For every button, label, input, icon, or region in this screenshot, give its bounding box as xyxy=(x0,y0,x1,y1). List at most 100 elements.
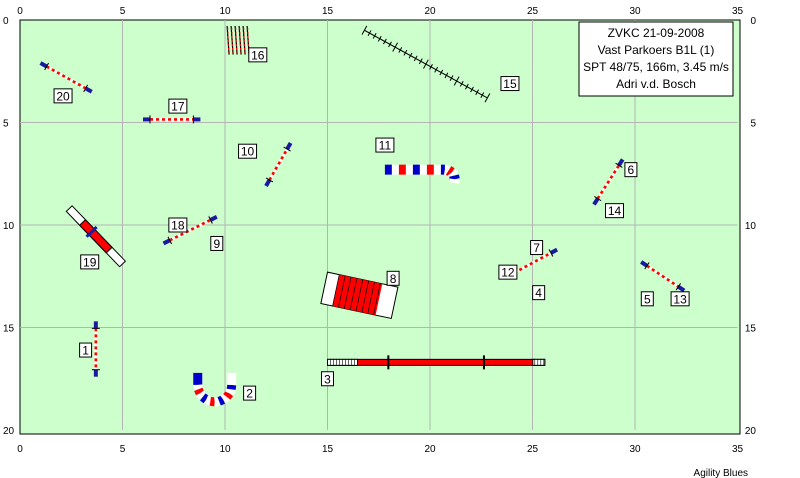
obstacle-number: 13 xyxy=(673,292,687,306)
chute-seam xyxy=(373,283,381,315)
hurdle-wing xyxy=(162,238,171,246)
tunnel-segment xyxy=(199,393,209,404)
x-tick-label-top: 0 xyxy=(17,6,23,17)
obstacle-label-box xyxy=(80,254,100,270)
hurdle-wing xyxy=(549,247,559,255)
long-jump-tick xyxy=(388,41,392,48)
tunnel-segment xyxy=(226,384,237,390)
seesaw-center xyxy=(78,218,113,254)
hurdle-obstacle xyxy=(143,115,201,124)
obstacle-number: 17 xyxy=(171,100,185,114)
hurdle-upright xyxy=(644,262,650,270)
tunnel-c-obstacle xyxy=(384,164,460,184)
obstacle-number: 16 xyxy=(251,48,265,62)
hurdle-upright xyxy=(44,62,49,71)
course-info-line-4: Adri v.d. Bosch xyxy=(616,77,696,91)
hurdle-obstacle xyxy=(264,142,293,188)
obstacle-label-box xyxy=(375,137,395,153)
long-jump-tick xyxy=(484,93,491,103)
tunnel-segment xyxy=(193,384,203,390)
course-info-box: ZVKC 21-09-2008 Vast Parkoers B1L (1) SP… xyxy=(578,21,734,97)
obstacle-label-box xyxy=(243,385,257,401)
long-jump-tick xyxy=(361,25,368,35)
course-info-line-3: SPT 48/75, 166m, 3.45 m/s xyxy=(583,60,729,74)
tunnel-u-obstacle xyxy=(193,372,237,407)
obstacle-label-box xyxy=(210,235,224,251)
tunnel-segment xyxy=(194,387,205,396)
obstacle-label: 13 xyxy=(670,291,690,307)
obstacle-label-box xyxy=(624,162,638,178)
x-tick-label-bottom: 5 xyxy=(120,444,126,455)
obstacle-label-box xyxy=(168,98,188,114)
y-tick-label-left: 5 xyxy=(3,119,9,130)
slalom-obstacle xyxy=(226,25,250,55)
hurdle-obstacle xyxy=(91,321,100,377)
x-tick-label-top: 20 xyxy=(424,6,436,17)
hurdle-obstacle xyxy=(162,215,218,246)
obstacle-label-box xyxy=(605,203,624,219)
long-jump-tick xyxy=(480,92,485,98)
x-tick-label-top: 15 xyxy=(322,6,334,17)
tunnel-segment xyxy=(209,396,216,407)
hurdle-upright xyxy=(283,146,291,152)
tunnel-segment xyxy=(443,164,450,176)
obstacle-label-box xyxy=(530,240,544,256)
seesaw-body xyxy=(65,205,127,268)
chute-seam xyxy=(338,275,346,308)
obstacle-label: 3 xyxy=(321,371,334,387)
hurdle-wing xyxy=(209,215,218,222)
obstacle-label: 20 xyxy=(53,88,73,104)
long-jump-tick xyxy=(418,58,423,65)
long-jump-tick xyxy=(403,49,408,56)
long-jump-tick xyxy=(398,47,403,53)
obstacle-number: 11 xyxy=(379,139,392,153)
grid-lines xyxy=(20,20,738,430)
course-info-line-2: Vast Parkoers B1L (1) xyxy=(598,43,715,57)
chute-obstacle xyxy=(320,271,399,320)
x-tick-label-bottom: 15 xyxy=(322,444,334,455)
obstacle-label: 5 xyxy=(640,291,654,307)
obstacle-number: 20 xyxy=(56,89,70,103)
hurdle-obstacle xyxy=(640,260,686,293)
long-jump-tick xyxy=(372,33,377,39)
obstacle-label: 17 xyxy=(168,98,188,114)
long-jump-tick xyxy=(383,38,387,45)
x-tick-label-bottom: 20 xyxy=(424,444,436,455)
x-tick-label-bottom: 35 xyxy=(732,444,744,455)
long-jump-tick xyxy=(470,86,474,93)
obstacle-label-box xyxy=(321,371,334,387)
tunnel-segment xyxy=(204,395,213,406)
hurdle-bar xyxy=(268,148,289,181)
long-jump-tick xyxy=(475,89,480,96)
obstacle-number: 4 xyxy=(535,286,542,300)
long-jump-tick xyxy=(408,52,413,59)
obstacle-label: 11 xyxy=(375,137,395,153)
obstacle-label-box xyxy=(386,270,400,286)
course-info-line-1: ZVKC 21-09-2008 xyxy=(608,26,705,40)
x-tick-label-top: 25 xyxy=(527,6,539,17)
x-tick-label-bottom: 25 xyxy=(527,444,539,455)
obstacle-number: 3 xyxy=(324,372,331,386)
dogwalk-obstacle xyxy=(327,355,546,370)
dogwalk-contact-end xyxy=(532,358,546,366)
chute-seam xyxy=(349,278,358,310)
obstacle-label: 18 xyxy=(168,217,188,233)
hurdle-wing xyxy=(617,158,625,167)
obstacle-number: 19 xyxy=(83,255,97,269)
obstacle-label: 14 xyxy=(605,203,624,219)
slalom-pole-stripes xyxy=(239,27,242,53)
tunnel-segment xyxy=(449,174,460,181)
long-jump-tick xyxy=(453,76,460,86)
obstacle-label-box xyxy=(670,291,690,307)
hurdle-wing xyxy=(84,86,93,94)
y-tick-label-right: 0 xyxy=(750,16,756,27)
long-jump-tick xyxy=(413,55,418,62)
tunnel-segment xyxy=(223,390,234,400)
obstacle-label: 10 xyxy=(238,143,258,159)
long-jump-tick xyxy=(444,72,449,79)
obstacle-label: 9 xyxy=(210,235,224,251)
long-jump-tick xyxy=(377,35,382,42)
hurdle-upright xyxy=(208,216,213,224)
